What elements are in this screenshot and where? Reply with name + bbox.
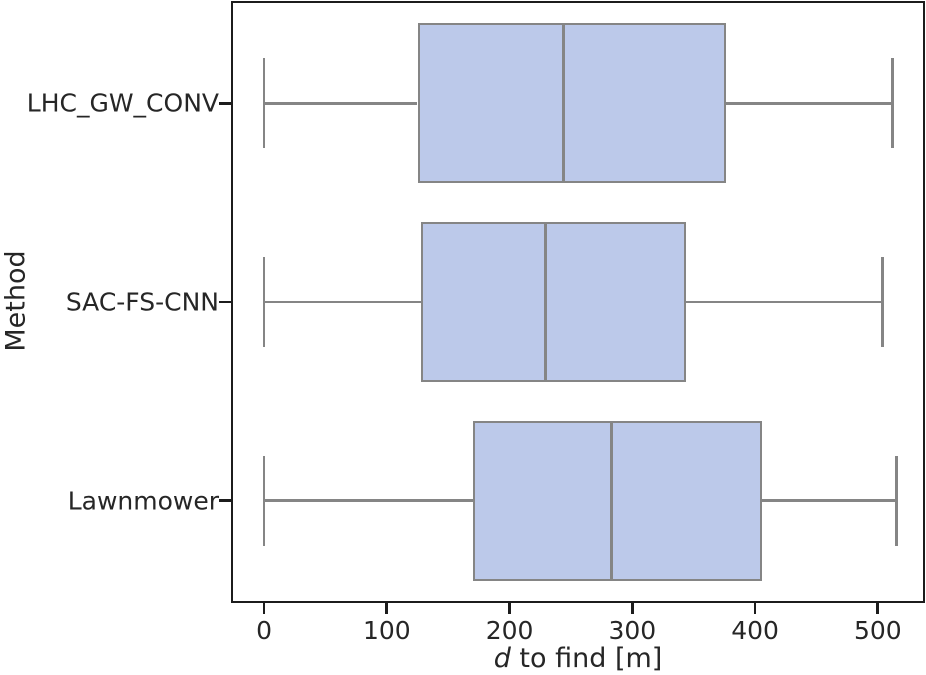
x-tick-mark bbox=[630, 602, 634, 614]
x-tick-mark bbox=[385, 602, 389, 614]
x-tick-label: 0 bbox=[256, 616, 273, 645]
whisker-cap-min bbox=[262, 455, 266, 546]
x-axis-label-variable: d bbox=[493, 643, 511, 674]
x-tick-label: 500 bbox=[853, 616, 902, 645]
x-axis-label-rest: to find [m] bbox=[510, 643, 663, 674]
y-tick-mark bbox=[219, 101, 231, 105]
whisker-line-low bbox=[264, 101, 418, 105]
iqr-box bbox=[421, 222, 687, 382]
x-tick-mark bbox=[753, 602, 757, 614]
iqr-box bbox=[417, 23, 726, 184]
x-tick-label: 100 bbox=[362, 616, 411, 645]
whisker-line-high bbox=[725, 101, 893, 105]
x-tick-mark bbox=[262, 602, 266, 614]
median-line bbox=[562, 23, 565, 184]
y-tick-label: LHC_GW_CONV bbox=[26, 88, 219, 118]
whisker-line-high bbox=[762, 499, 897, 503]
whisker-line-low bbox=[264, 499, 473, 503]
whisker-line-low bbox=[264, 300, 422, 304]
whisker-cap-max bbox=[881, 257, 885, 347]
x-tick-label: 300 bbox=[608, 616, 657, 645]
median-line bbox=[543, 222, 547, 382]
whisker-cap-min bbox=[262, 58, 266, 149]
y-tick-mark bbox=[219, 300, 231, 304]
x-tick-label: 200 bbox=[485, 616, 534, 645]
median-line bbox=[610, 420, 613, 581]
x-tick-label: 400 bbox=[731, 616, 779, 645]
x-axis-label: d to find [m] bbox=[494, 643, 663, 674]
y-axis-label: Method bbox=[0, 250, 32, 352]
plot-area bbox=[234, 4, 922, 600]
whisker-cap-max bbox=[891, 58, 894, 149]
whisker-cap-min bbox=[262, 257, 266, 347]
whisker-line-high bbox=[686, 300, 883, 304]
y-tick-label: SAC-FS-CNN bbox=[65, 287, 219, 317]
y-tick-label: Lawnmower bbox=[67, 486, 219, 516]
y-tick-mark bbox=[219, 499, 231, 503]
iqr-box bbox=[472, 420, 763, 581]
x-tick-mark bbox=[508, 602, 511, 614]
whisker-cap-max bbox=[894, 455, 898, 546]
x-tick-mark bbox=[876, 602, 880, 614]
